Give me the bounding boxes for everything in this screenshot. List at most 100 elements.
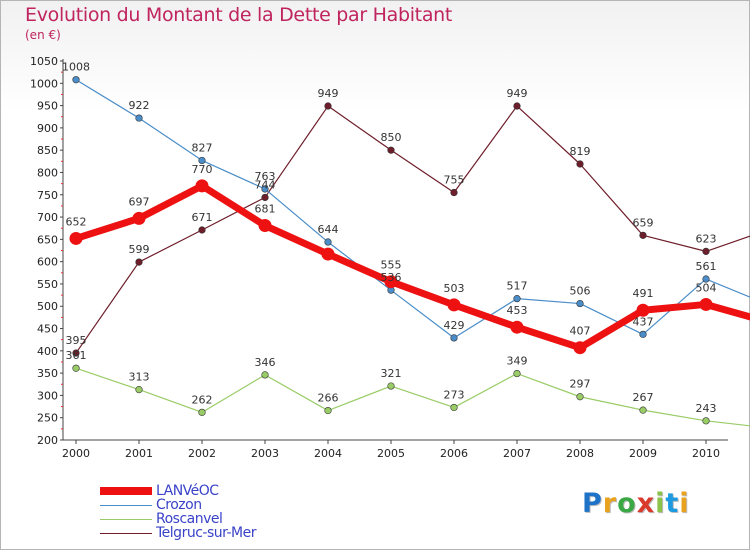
data-point-telgruc xyxy=(324,102,332,110)
data-label-crozon: 763 xyxy=(255,170,276,183)
data-label-crozon: 437 xyxy=(633,315,654,328)
y-tick-label: 450 xyxy=(37,323,58,336)
data-label-crozon: 517 xyxy=(507,280,528,293)
data-point-telgruc xyxy=(135,258,143,266)
y-tick-label: 1050 xyxy=(30,55,58,68)
x-tick-label: 2009 xyxy=(629,447,657,460)
data-point-telgruc xyxy=(702,247,710,255)
chart-subtitle: (en €) xyxy=(25,28,61,42)
data-point-lanveoc xyxy=(258,219,272,233)
data-point-lanveoc xyxy=(636,303,650,317)
data-point-lanveoc xyxy=(321,247,335,261)
x-tick-label: 2008 xyxy=(566,447,594,460)
data-label-roscanvel: 346 xyxy=(255,356,276,369)
data-label-lanveoc: 504 xyxy=(696,281,717,294)
data-label-lanveoc: 555 xyxy=(381,259,402,272)
logo-letter-4: i xyxy=(655,488,666,519)
data-label-roscanvel: 273 xyxy=(444,388,465,401)
legend-swatch-lanveoc xyxy=(100,487,152,495)
data-point-telgruc xyxy=(639,231,647,239)
data-label-roscanvel: 313 xyxy=(129,371,150,384)
y-tick-label: 650 xyxy=(37,233,58,246)
data-label-crozon: 561 xyxy=(696,260,717,273)
x-tick-label: 2010 xyxy=(692,447,720,460)
data-point-crozon xyxy=(135,114,143,122)
data-point-telgruc xyxy=(387,146,395,154)
logo-letter-6: i xyxy=(679,488,690,519)
data-label-telgruc: 819 xyxy=(570,145,591,158)
data-point-lanveoc xyxy=(384,275,398,289)
data-point-telgruc xyxy=(576,160,584,168)
data-label-roscanvel: 361 xyxy=(66,349,87,362)
data-point-crozon xyxy=(72,76,80,84)
data-label-telgruc: 744 xyxy=(255,178,276,191)
data-point-crozon xyxy=(261,185,269,193)
data-point-telgruc xyxy=(198,226,206,234)
data-point-roscanvel xyxy=(639,406,647,414)
data-point-lanveoc xyxy=(510,320,524,334)
data-point-crozon xyxy=(576,299,584,308)
data-point-telgruc xyxy=(72,349,80,357)
data-label-roscanvel: 321 xyxy=(381,367,402,380)
data-label-lanveoc: 491 xyxy=(633,287,654,300)
logo-letter-5: t xyxy=(665,488,680,519)
y-tick-label: 750 xyxy=(37,189,58,202)
logo-letter-1: r xyxy=(602,488,618,519)
y-tick-label: 900 xyxy=(37,122,58,135)
data-point-roscanvel xyxy=(450,403,458,412)
x-tick-label: 2007 xyxy=(503,447,531,460)
data-point-roscanvel xyxy=(72,364,80,372)
data-label-lanveoc: 770 xyxy=(192,163,213,176)
data-label-telgruc: 850 xyxy=(381,131,402,144)
data-label-crozon: 644 xyxy=(318,223,339,236)
data-point-roscanvel xyxy=(513,369,521,378)
y-tick-label: 250 xyxy=(37,412,58,425)
data-point-roscanvel xyxy=(702,417,710,425)
x-tick-label: 2006 xyxy=(440,447,468,460)
data-point-lanveoc xyxy=(699,297,713,311)
x-tick-label: 2003 xyxy=(251,447,279,460)
data-label-lanveoc: 407 xyxy=(570,325,591,338)
data-label-lanveoc: 697 xyxy=(129,195,150,208)
data-label-crozon: 922 xyxy=(129,99,150,112)
data-label-roscanvel: 262 xyxy=(192,393,213,406)
data-point-telgruc xyxy=(513,102,521,110)
logo-letter-3: x xyxy=(636,488,656,519)
data-label-telgruc: 659 xyxy=(633,216,654,229)
data-label-telgruc: 755 xyxy=(444,174,465,187)
legend-swatch-telgruc xyxy=(100,532,152,534)
data-point-crozon xyxy=(324,238,332,246)
logo-letter-2: o xyxy=(617,488,637,519)
chart-title: Evolution du Montant de la Dette par Hab… xyxy=(25,4,453,26)
y-tick-label: 850 xyxy=(37,144,58,157)
legend-label-lanveoc: LANVéOC xyxy=(156,483,219,499)
data-label-telgruc: 949 xyxy=(507,87,528,100)
data-label-crozon: 536 xyxy=(381,271,402,284)
data-label-crozon: 506 xyxy=(570,285,591,298)
data-label-roscanvel: 243 xyxy=(696,402,717,415)
y-tick-label: 200 xyxy=(37,434,58,447)
legend-item-telgruc: Telgruc-sur-Mer xyxy=(100,526,256,540)
data-point-lanveoc xyxy=(573,341,587,355)
legend-item-lanveoc: LANVéOC xyxy=(100,484,256,498)
data-label-crozon: 827 xyxy=(192,141,213,154)
legend-label-crozon: Crozon xyxy=(156,497,202,513)
legend-swatch-crozon xyxy=(100,504,152,506)
data-label-roscanvel: 267 xyxy=(633,391,654,404)
x-tick-label: 2001 xyxy=(125,447,153,460)
legend-label-telgruc: Telgruc-sur-Mer xyxy=(156,525,256,541)
data-label-roscanvel: 266 xyxy=(318,392,339,405)
x-tick-label: 2005 xyxy=(377,447,405,460)
y-tick-label: 1000 xyxy=(30,77,58,90)
y-tick-label: 550 xyxy=(37,278,58,291)
data-point-roscanvel xyxy=(135,386,143,394)
logo-letter-0: P xyxy=(582,488,603,519)
data-point-crozon xyxy=(198,156,206,165)
data-label-crozon: 429 xyxy=(444,319,465,332)
data-label-telgruc: 599 xyxy=(129,243,150,256)
data-point-lanveoc xyxy=(69,231,83,245)
y-tick-label: 800 xyxy=(37,166,58,179)
legend: LANVéOC Crozon Roscanvel Telgruc-sur-Mer xyxy=(100,484,256,540)
y-tick-label: 400 xyxy=(37,345,58,358)
data-point-roscanvel xyxy=(576,393,584,401)
